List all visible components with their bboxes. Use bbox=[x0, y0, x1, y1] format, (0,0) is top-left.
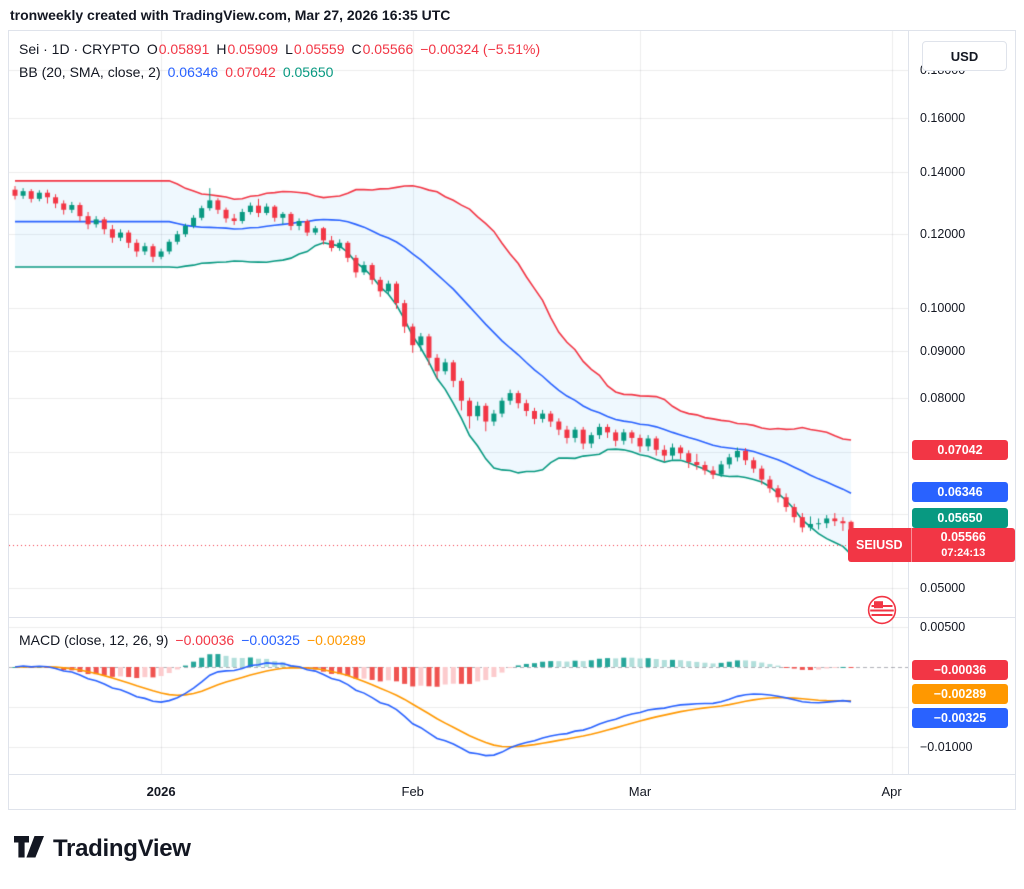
bb-lower-badge: 0.05650 bbox=[912, 507, 1008, 528]
price-axis-label: 0.00500 bbox=[920, 620, 966, 634]
ohlc-high: H 0.05909 bbox=[216, 41, 279, 57]
price-axis-label: 0.09000 bbox=[920, 343, 966, 358]
ohlc-close: C 0.05566 bbox=[351, 41, 414, 57]
attribution-text: tronweekly created with TradingView.com,… bbox=[10, 7, 451, 23]
macd-title[interactable]: MACD (close, 12, 26, 9) bbox=[19, 632, 169, 648]
price-axis-label: 0.10000 bbox=[920, 300, 966, 315]
macd-histogram-value: −0.00036 bbox=[175, 632, 235, 648]
tradingview-logo-icon bbox=[14, 835, 44, 863]
bb-upper-badge: 0.07042 bbox=[912, 439, 1008, 460]
price-chart-canvas[interactable] bbox=[9, 31, 908, 774]
macd-signal-badge: −0.00289 bbox=[912, 683, 1008, 704]
time-axis-label-2026: 2026 bbox=[146, 784, 176, 799]
tradingview-wordmark: TradingView bbox=[53, 835, 191, 862]
ohlc-low: L 0.05559 bbox=[285, 41, 345, 57]
price-axis-label: 0.16000 bbox=[920, 111, 966, 125]
bb-basis-badge: 0.06346 bbox=[912, 481, 1008, 502]
last-price-badge: SEIUSD 0.05566 07:24:13 bbox=[848, 527, 1015, 562]
bb-upper-value: 0.07042 bbox=[225, 64, 276, 80]
tradingview-logo[interactable]: TradingView bbox=[14, 835, 191, 863]
bb-basis-value: 0.06346 bbox=[167, 64, 219, 80]
macd-legend: MACD (close, 12, 26, 9) −0.00036 −0.0032… bbox=[19, 632, 366, 648]
price-axis-label: 0.12000 bbox=[920, 227, 966, 242]
symbol-legend: Sei · 1D · CRYPTO O 0.05891 H 0.05909 L 0.0… bbox=[19, 41, 540, 57]
symbol-title[interactable]: Sei · 1D · CRYPTO bbox=[19, 41, 140, 57]
price-axis[interactable] bbox=[908, 31, 1015, 774]
change-value: −0.00324 (−5.51%) bbox=[420, 41, 541, 57]
countdown-timer: 07:24:13 bbox=[941, 546, 986, 559]
ohlc-open: O 0.05891 bbox=[146, 41, 210, 57]
time-axis-label-feb: Feb bbox=[401, 784, 424, 799]
price-axis-label: 0.08000 bbox=[920, 391, 966, 406]
last-price-symbol: SEIUSD bbox=[848, 527, 912, 562]
currency-usd-button[interactable]: USD bbox=[922, 41, 1007, 71]
bb-title[interactable]: BB (20, SMA, close, 2) bbox=[19, 64, 161, 80]
macd-histogram-badge: −0.00036 bbox=[912, 659, 1008, 680]
macd-line-badge: −0.00325 bbox=[912, 707, 1008, 728]
pane-divider[interactable] bbox=[9, 617, 1015, 618]
price-axis-label: 0.05000 bbox=[920, 581, 966, 596]
macd-line-value: −0.00325 bbox=[241, 632, 300, 648]
time-axis-label-mar: Mar bbox=[628, 784, 652, 799]
usd-flag-icon[interactable] bbox=[867, 595, 897, 630]
bb-lower-value: 0.05650 bbox=[282, 64, 334, 80]
last-price-value: 0.05566 bbox=[940, 530, 986, 545]
chart-container: 2026 Feb Mar Apr Sei · 1D · CRYPTO O 0.05891… bbox=[8, 30, 1016, 810]
price-axis-label: −0.01000 bbox=[920, 740, 973, 754]
macd-signal-value: −0.00289 bbox=[306, 632, 366, 648]
time-axis[interactable]: 2026 Feb Mar Apr bbox=[9, 774, 1015, 809]
price-axis-label: 0.14000 bbox=[920, 164, 966, 179]
bb-legend: BB (20, SMA, close, 2) 0.06346 0.07042 0… bbox=[19, 64, 333, 80]
time-axis-label-apr: Apr bbox=[881, 784, 902, 799]
